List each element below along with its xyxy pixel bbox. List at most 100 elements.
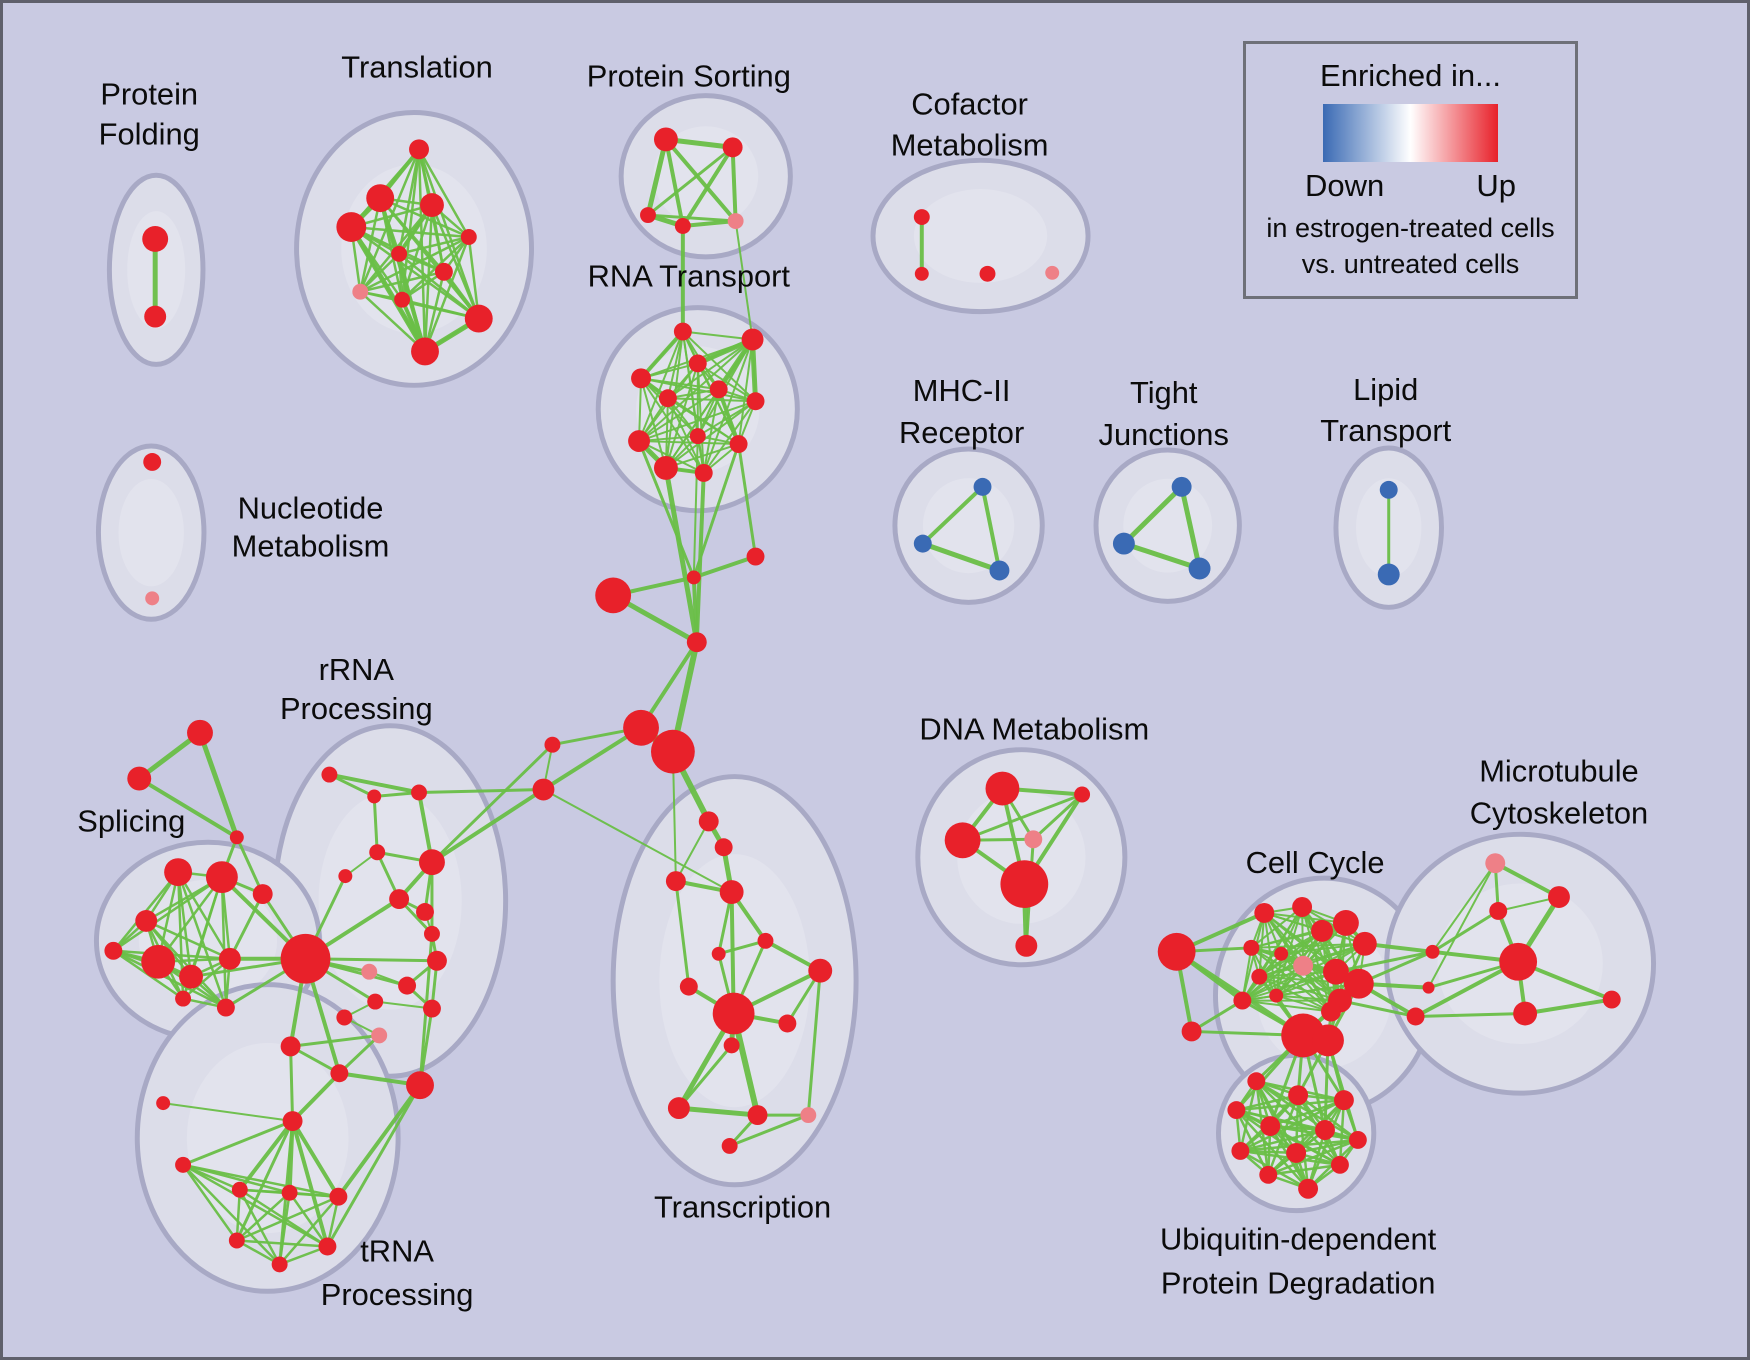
labels-layer: Protein Folding Translation Protein Sorting… xyxy=(77,50,1648,1313)
edge xyxy=(646,145,735,217)
edge xyxy=(1338,999,1418,1019)
edge xyxy=(1338,1098,1346,1167)
edge xyxy=(702,388,720,474)
node-t9 xyxy=(394,291,411,308)
node-tn8 xyxy=(271,1256,288,1273)
edge xyxy=(542,788,733,894)
edge xyxy=(235,835,265,896)
edge xyxy=(702,400,757,474)
edge xyxy=(1334,950,1435,974)
edge xyxy=(228,892,265,961)
edge xyxy=(1235,1108,1310,1190)
node-sp12 xyxy=(216,998,235,1017)
edge xyxy=(359,148,421,293)
cluster-label-translation-line1: Translation xyxy=(341,50,493,85)
cluster-label-trna-processing-line1: tRNA xyxy=(360,1233,434,1268)
node-rr5 xyxy=(338,869,353,884)
edge xyxy=(666,397,740,446)
edge xyxy=(417,788,545,794)
node-pf2 xyxy=(144,305,167,328)
node-c9 xyxy=(712,992,755,1035)
edge xyxy=(176,870,232,961)
edge xyxy=(1413,959,1521,1019)
cluster-label-ubiquitin-dependent-protein-degradation-line2: Protein Degradation xyxy=(1161,1265,1435,1300)
edge xyxy=(238,1188,281,1266)
node-c13 xyxy=(747,1105,768,1126)
node-c6 xyxy=(757,932,774,949)
node-cc5 xyxy=(1292,897,1313,917)
node-s3 xyxy=(640,207,656,224)
edge xyxy=(1294,1138,1360,1155)
edge xyxy=(397,235,471,256)
node-r4 xyxy=(688,354,707,373)
node-nm2 xyxy=(145,591,160,606)
node-cc6 xyxy=(1311,919,1333,942)
node-m2 xyxy=(746,547,765,566)
network-svg: Protein Folding Translation Protein Sorting… xyxy=(77,50,1657,1313)
edge xyxy=(691,554,758,580)
edge xyxy=(1267,1098,1346,1177)
edge xyxy=(1241,999,1332,1013)
edge xyxy=(1258,975,1332,1013)
node-lp1 xyxy=(1379,480,1398,499)
node-mt6 xyxy=(1602,990,1621,1009)
edge xyxy=(1280,942,1366,955)
node-cc8 xyxy=(1352,931,1377,956)
cluster-label-rna-transport-line1: RNA Transport xyxy=(588,259,791,294)
node-m3 xyxy=(595,577,632,614)
cluster-label-tight-junctions-line1: Tight xyxy=(1130,375,1198,410)
edge xyxy=(664,400,757,469)
node-sp7 xyxy=(104,941,123,960)
edge xyxy=(702,338,754,474)
edge xyxy=(645,136,669,218)
edge xyxy=(181,1163,329,1248)
node-t3 xyxy=(420,193,444,218)
edge xyxy=(638,330,684,443)
edge xyxy=(920,484,985,546)
edge xyxy=(359,196,382,293)
edge xyxy=(737,338,754,446)
edge xyxy=(681,330,757,403)
edge xyxy=(541,725,644,792)
edge xyxy=(289,1033,381,1048)
node-sp9 xyxy=(179,964,203,989)
edge xyxy=(638,440,740,446)
edge xyxy=(397,252,481,320)
node-r11 xyxy=(653,455,678,480)
edge xyxy=(1235,1093,1300,1112)
edge xyxy=(680,219,738,229)
edge xyxy=(181,1119,295,1167)
edge xyxy=(359,235,471,293)
edge xyxy=(737,442,758,559)
edge xyxy=(806,969,822,1117)
node-tn5 xyxy=(329,1187,348,1206)
node-rr3 xyxy=(411,784,427,801)
cluster-label-nucleotide-metabolism-line1: Nucleotide xyxy=(238,491,384,526)
edge xyxy=(197,730,240,840)
node-d5 xyxy=(1000,860,1049,908)
edge xyxy=(348,224,428,354)
edge xyxy=(290,1071,342,1124)
edge xyxy=(336,1083,423,1199)
node-cc15 xyxy=(1343,968,1374,999)
node-sp3 xyxy=(229,830,244,845)
edge xyxy=(1523,997,1614,1016)
node-cf2 xyxy=(914,266,929,281)
node-c3 xyxy=(665,871,686,892)
node-pf1 xyxy=(142,226,169,252)
node-d1 xyxy=(985,771,1020,806)
node-mt3 xyxy=(1489,902,1508,920)
node-c12 xyxy=(667,1097,690,1120)
edge xyxy=(1121,484,1185,547)
edge xyxy=(674,879,691,989)
node-u6 xyxy=(1315,1120,1335,1140)
cluster-label-microtubule-cytoskeleton-line2: Cytoskeleton xyxy=(1470,795,1648,830)
edge xyxy=(378,196,427,354)
node-sp11 xyxy=(175,990,192,1007)
edge xyxy=(235,1239,281,1266)
node-rr22 xyxy=(336,1009,353,1026)
node-r8 xyxy=(628,430,650,453)
cluster-label-protein-folding-line2: Folding xyxy=(99,116,200,151)
edge xyxy=(327,772,422,795)
edge xyxy=(680,145,735,229)
